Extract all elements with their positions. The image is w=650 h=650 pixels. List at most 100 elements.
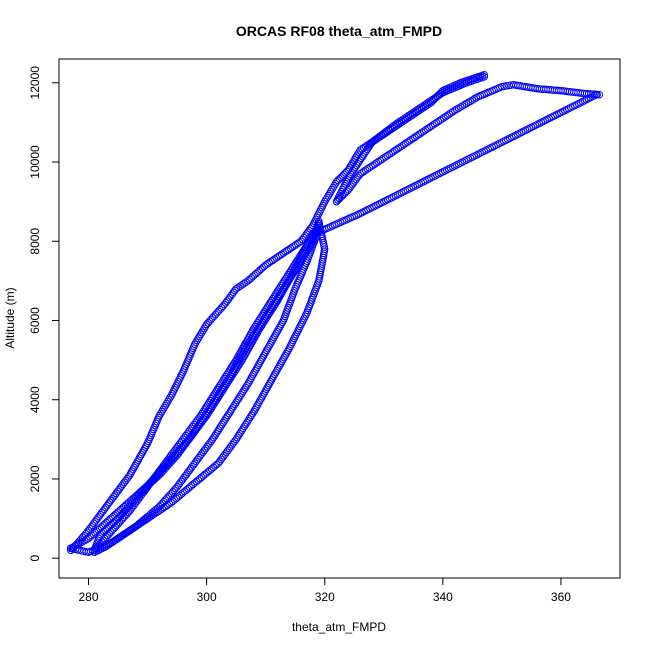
data-point xyxy=(254,323,263,332)
data-point xyxy=(397,116,405,125)
data-point xyxy=(408,109,416,118)
data-point xyxy=(200,324,209,333)
data-point xyxy=(324,191,333,200)
data-point xyxy=(204,407,212,415)
data-point xyxy=(177,372,185,380)
data-point xyxy=(165,500,174,508)
data-point xyxy=(245,338,253,347)
data-point xyxy=(272,368,280,377)
data-point xyxy=(490,142,498,150)
data-point xyxy=(231,362,240,371)
data-point xyxy=(298,255,307,263)
data-point xyxy=(273,327,281,336)
data-point xyxy=(254,361,263,369)
data-point xyxy=(266,305,275,313)
data-point xyxy=(447,109,455,117)
data-point xyxy=(280,283,289,291)
data-point xyxy=(201,411,210,419)
data-point xyxy=(248,333,257,341)
data-point xyxy=(198,416,206,425)
data-point xyxy=(300,251,309,259)
data-point xyxy=(231,400,239,408)
data-point xyxy=(253,363,262,371)
data-point xyxy=(211,431,219,440)
data-point xyxy=(378,198,386,207)
data-point xyxy=(141,443,150,451)
data-point xyxy=(199,326,207,335)
data-point xyxy=(256,322,264,330)
data-point xyxy=(242,344,250,352)
data-point xyxy=(260,350,269,358)
data-point xyxy=(289,270,297,278)
data-point xyxy=(205,405,213,413)
data-point xyxy=(215,424,224,432)
data-point xyxy=(304,245,312,253)
data-point xyxy=(246,413,255,421)
data-point xyxy=(257,394,265,403)
data-point xyxy=(266,378,275,386)
data-point xyxy=(322,195,330,204)
data-point xyxy=(74,540,83,548)
data-point xyxy=(213,392,222,401)
data-point xyxy=(302,249,310,257)
data-point xyxy=(498,82,506,91)
data-point xyxy=(250,368,258,377)
data-point xyxy=(430,95,438,103)
data-point xyxy=(249,370,257,379)
data-point xyxy=(233,396,242,405)
data-point xyxy=(238,281,246,289)
data-point xyxy=(226,372,235,380)
data-point xyxy=(407,136,415,144)
data-point xyxy=(194,422,203,430)
data-point xyxy=(452,161,461,169)
data-point xyxy=(207,401,216,410)
data-point xyxy=(270,333,278,342)
data-point xyxy=(260,389,269,397)
data-point xyxy=(383,151,392,160)
data-point xyxy=(215,388,224,397)
data-point xyxy=(192,425,200,434)
y-tick-label: 8000 xyxy=(28,228,42,255)
data-point xyxy=(134,456,142,464)
data-point xyxy=(462,99,471,108)
data-point xyxy=(142,516,150,524)
y-axis: 0 2000 4000 6000 8000 10000 12000 xyxy=(28,66,60,562)
data-point xyxy=(588,92,597,101)
data-point xyxy=(482,146,490,154)
data-point xyxy=(325,189,334,198)
data-point xyxy=(70,542,79,550)
data-point xyxy=(251,329,259,337)
data-point xyxy=(460,100,469,109)
data-point xyxy=(421,177,429,185)
data-point xyxy=(239,424,247,432)
data-point xyxy=(466,97,475,106)
data-point xyxy=(261,312,270,321)
data-point xyxy=(252,365,261,373)
data-point xyxy=(265,307,273,315)
data-point xyxy=(234,283,242,292)
data-point xyxy=(272,329,280,338)
data-point xyxy=(274,326,282,334)
data-point xyxy=(329,184,337,192)
data-point xyxy=(225,374,233,382)
data-point xyxy=(268,374,277,382)
data-point xyxy=(344,174,353,182)
data-point xyxy=(273,294,282,302)
data-point xyxy=(285,275,294,284)
data-point xyxy=(132,522,141,530)
data-point xyxy=(278,286,286,295)
data-point xyxy=(255,359,264,368)
data-point xyxy=(245,378,253,386)
data-point xyxy=(163,501,172,509)
data-point xyxy=(303,247,311,255)
data-point xyxy=(158,407,166,416)
data-point xyxy=(399,115,407,124)
data-point xyxy=(124,473,133,481)
data-point xyxy=(251,405,259,414)
data-point xyxy=(163,397,172,406)
data-point xyxy=(218,420,226,429)
data-point xyxy=(247,411,256,420)
data-point xyxy=(476,149,484,157)
data-point xyxy=(220,381,229,389)
x-tick-label: 300 xyxy=(197,590,217,604)
